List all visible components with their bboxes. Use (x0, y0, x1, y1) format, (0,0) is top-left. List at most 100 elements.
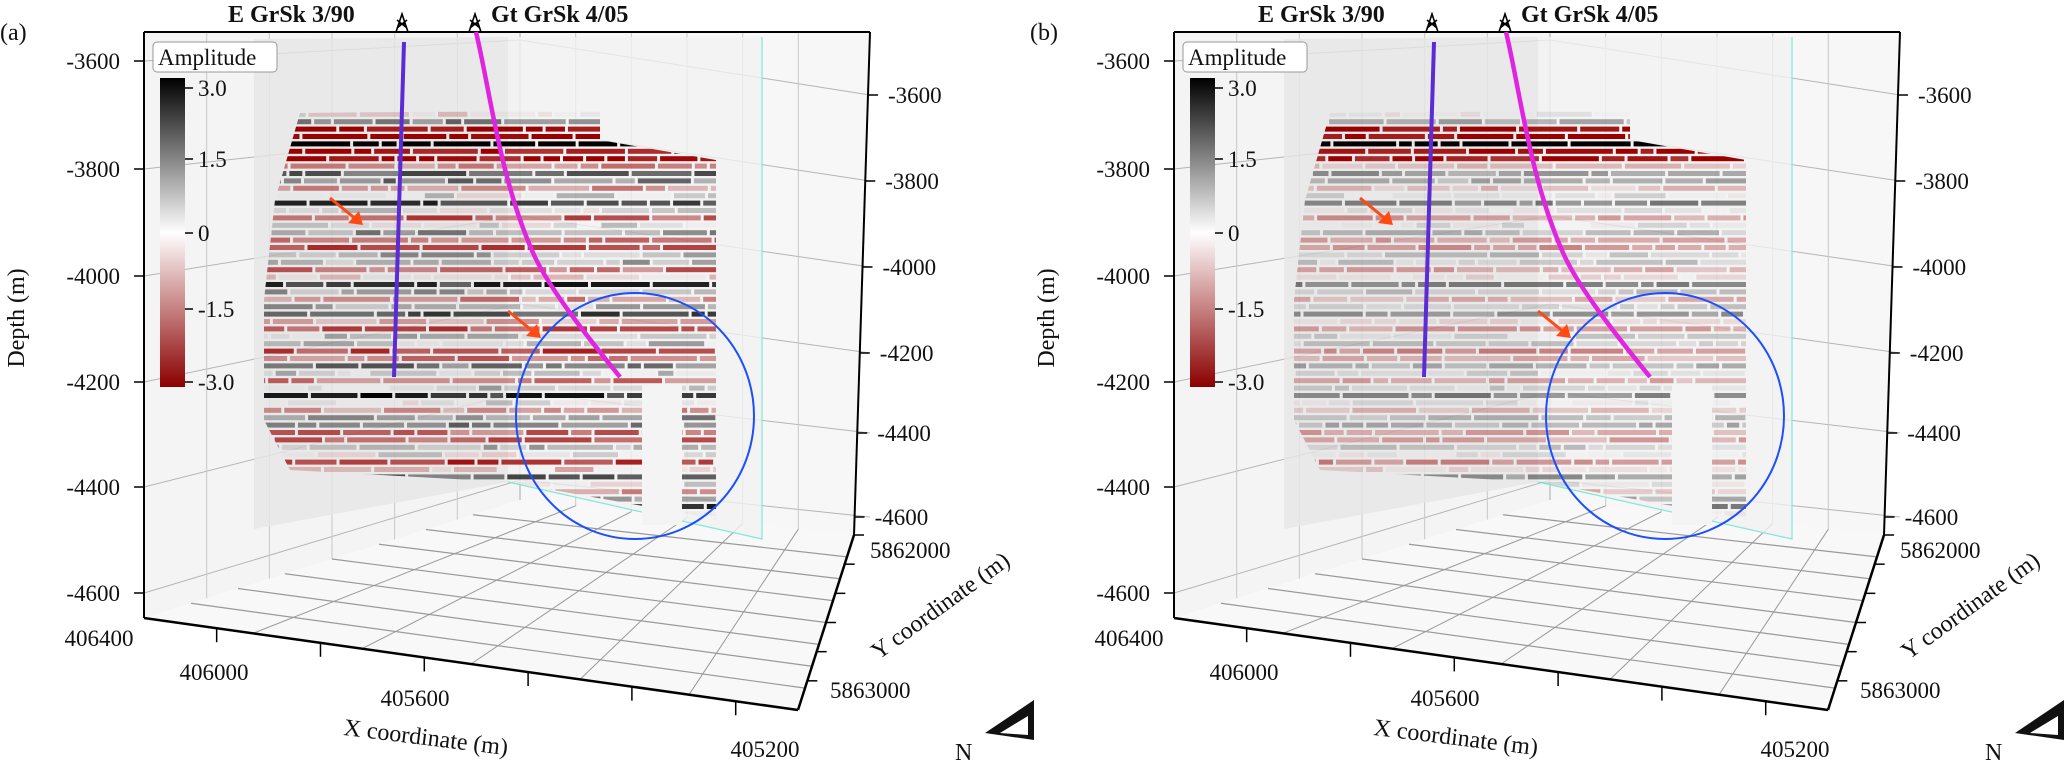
amplitude-stripe (341, 208, 400, 213)
amplitude-stripe (1294, 304, 1306, 310)
amplitude-stripe (522, 296, 536, 302)
amplitude-stripe (467, 289, 484, 295)
amplitude-stripe (1454, 200, 1482, 206)
amplitude-stripe (1595, 459, 1610, 465)
amplitude-stripe (1294, 341, 1301, 347)
amplitude-stripe (297, 430, 341, 435)
amplitude-stripe (1399, 444, 1455, 450)
amplitude-stripe (1588, 444, 1603, 450)
amplitude-stripe (309, 444, 357, 450)
amplitude-stripe (1601, 156, 1625, 162)
amplitude-stripe (1375, 237, 1391, 243)
amplitude-stripe (416, 363, 440, 369)
amplitude-stripe (1365, 311, 1388, 317)
amplitude-stripe (1308, 363, 1353, 369)
amplitude-stripe (1680, 289, 1717, 295)
amplitude-stripe (589, 333, 638, 339)
amplitude-stripe (367, 356, 399, 361)
amplitude-stripe (1316, 185, 1372, 191)
amplitude-stripe (703, 430, 716, 435)
amplitude-stripe (601, 208, 650, 213)
amplitude-stripe (1486, 400, 1518, 406)
amplitude-stripe (1610, 171, 1666, 176)
amplitude-stripe (1294, 415, 1347, 421)
amplitude-stripe (1294, 311, 1301, 317)
amplitude-stripe (355, 230, 381, 236)
amplitude-stripe (308, 230, 353, 236)
amplitude-stripe (1650, 467, 1667, 472)
amplitude-stripe (1342, 393, 1409, 398)
amplitude-stripe (1437, 237, 1487, 243)
amplitude-stripe (1728, 245, 1746, 250)
amplitude-stripe (1677, 230, 1719, 236)
amplitude-stripe (493, 259, 519, 265)
amplitude-stripe (1474, 245, 1491, 250)
amplitude-stripe (469, 230, 494, 236)
amplitude-stripe (1337, 437, 1380, 443)
amplitude-stripe (1555, 200, 1582, 206)
amplitude-stripe (1294, 393, 1340, 398)
amplitude-stripe (583, 208, 599, 213)
amplitude-stripe (343, 171, 398, 176)
amplitude-stripe (1367, 245, 1416, 250)
amplitude-stripe (1567, 393, 1632, 398)
amplitude-stripe (649, 200, 671, 206)
amplitude-stripe (281, 156, 327, 162)
amplitude-stripe (1457, 163, 1488, 169)
amplitude-stripe (1506, 474, 1525, 480)
amplitude-stripe (606, 259, 620, 265)
amplitude-stripe (268, 378, 289, 384)
amplitude-stripe (1489, 385, 1505, 391)
seismic-section-crossline (1538, 37, 1792, 539)
amplitude-stripe (709, 274, 716, 280)
amplitude-stripe (430, 126, 464, 132)
amplitude-stripe (544, 393, 605, 398)
amplitude-stripe (1308, 304, 1364, 310)
amplitude-stripe (278, 274, 317, 280)
amplitude-stripe (1623, 274, 1678, 280)
amplitude-stripe (1366, 304, 1402, 310)
amplitude-stripe (1363, 348, 1395, 354)
amplitude-stripe (314, 215, 349, 221)
amplitude-stripe (1743, 215, 1746, 221)
amplitude-stripe (376, 311, 406, 317)
z-tick-label-right: -4600 (875, 505, 929, 530)
amplitude-stripe (1585, 252, 1607, 258)
amplitude-stripe (1294, 400, 1299, 406)
amplitude-stripe (1337, 370, 1359, 376)
amplitude-stripe (1668, 171, 1720, 176)
amplitude-stripe (675, 474, 716, 480)
amplitude-stripe (1299, 422, 1323, 428)
amplitude-stripe (1576, 326, 1628, 332)
amplitude-stripe (469, 393, 488, 398)
amplitude-stripe (330, 193, 386, 198)
amplitude-stripe (1428, 296, 1449, 302)
amplitude-stripe (1303, 311, 1363, 317)
amplitude-stripe (1586, 415, 1611, 421)
amplitude-stripe (429, 326, 468, 332)
amplitude-stripe (642, 289, 692, 295)
amplitude-stripe (1634, 393, 1671, 398)
amplitude-stripe (1736, 296, 1746, 302)
amplitude-stripe (658, 370, 674, 376)
amplitude-stripe (289, 208, 320, 213)
amplitude-stripe (1742, 422, 1746, 428)
amplitude-stripe (558, 385, 611, 391)
amplitude-stripe (642, 245, 661, 250)
amplitude-stripe (1451, 296, 1486, 302)
amplitude-stripe (472, 422, 491, 428)
amplitude-stripe (1371, 363, 1410, 369)
amplitude-stripe (1607, 385, 1637, 391)
amplitude-stripe (1552, 311, 1609, 317)
amplitude-stripe (543, 156, 561, 162)
amplitude-stripe (707, 304, 716, 310)
amplitude-stripe (1355, 363, 1369, 369)
amplitude-stripe (1541, 371, 1605, 376)
amplitude-stripe (325, 259, 354, 265)
amplitude-stripe (310, 393, 358, 398)
amplitude-stripe (1536, 111, 1592, 117)
amplitude-stripe (1712, 222, 1746, 228)
amplitude-stripe (268, 208, 287, 213)
amplitude-stripe (479, 222, 499, 228)
amplitude-stripe (1574, 459, 1593, 465)
